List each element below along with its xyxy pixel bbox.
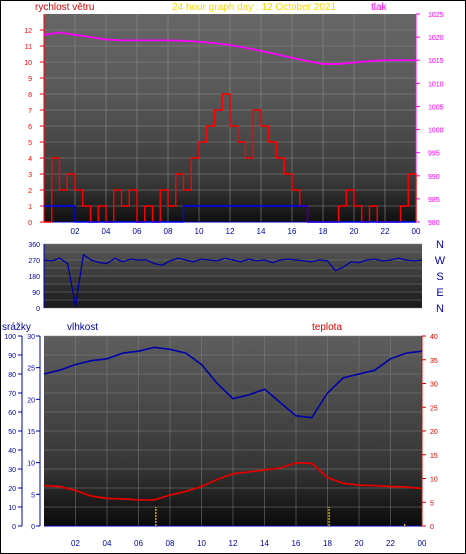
y-tick-label: 7 xyxy=(28,108,32,115)
x-tick-label: 04 xyxy=(103,539,112,548)
y-tick-label: 980 xyxy=(428,220,440,227)
y-tick-label: 25 xyxy=(430,405,438,412)
y-tick-label: 9 xyxy=(28,76,32,83)
y-tick-label: 1015 xyxy=(428,58,444,65)
y-tick-label: 100 xyxy=(4,334,16,341)
y-tick-label: 1025 xyxy=(428,12,444,19)
y-tick-label: 80 xyxy=(8,372,16,379)
y-tick-label: 20 xyxy=(27,397,35,404)
x-tick-label: 06 xyxy=(133,227,142,236)
axes: 0123456789101112980985990995100010051010… xyxy=(4,12,445,548)
series xyxy=(43,31,423,526)
x-tick-label: 02 xyxy=(71,227,80,236)
y-tick-label: 10 xyxy=(27,461,35,468)
x-tick-label: 18 xyxy=(319,227,328,236)
y-tick-label: 5 xyxy=(430,500,434,507)
y-tick-label: 6 xyxy=(28,124,32,131)
y-tick-label: 8 xyxy=(28,92,32,99)
y-tick-label: 995 xyxy=(428,151,440,158)
compass-label: N xyxy=(436,239,444,251)
x-tick-label: 08 xyxy=(166,539,175,548)
y-tick-label: 1020 xyxy=(428,35,444,42)
y-tick-label: 90 xyxy=(32,290,40,297)
x-tick-label: 06 xyxy=(134,539,143,548)
y-tick-label: 0 xyxy=(28,220,32,227)
x-tick-label: 20 xyxy=(355,539,364,548)
y-tick-label: 0 xyxy=(430,524,434,531)
x-tick-label: 22 xyxy=(381,227,390,236)
compass-label: S xyxy=(436,271,443,283)
x-tick-label: 12 xyxy=(226,227,235,236)
x-tick-label: 00 xyxy=(418,539,427,548)
y-tick-label: 20 xyxy=(8,486,16,493)
y-tick-label: 40 xyxy=(8,448,16,455)
y-tick-label: 30 xyxy=(430,382,438,389)
y-tick-label: 30 xyxy=(27,334,35,341)
y-tick-label: 12 xyxy=(24,28,32,35)
y-tick-label: 270 xyxy=(28,258,40,265)
y-tick-label: 3 xyxy=(28,172,32,179)
humidity-line xyxy=(43,346,423,419)
y-tick-label: 50 xyxy=(8,429,16,436)
y-tick-label: 90 xyxy=(8,353,16,360)
x-tick-label: 16 xyxy=(288,227,297,236)
y-tick-label: 990 xyxy=(428,174,440,181)
x-tick-label: 12 xyxy=(229,539,238,548)
y-tick-label: 1010 xyxy=(428,81,444,88)
y-tick-label: 0 xyxy=(12,524,16,531)
y-tick-label: 60 xyxy=(8,410,16,417)
wind-speed-label: rychlost větru xyxy=(35,2,94,13)
y-tick-label: 0 xyxy=(36,306,40,313)
x-tick-label: 08 xyxy=(164,227,173,236)
wind-direction-line xyxy=(43,253,423,307)
y-tick-label: 15 xyxy=(27,429,35,436)
y-tick-label: 180 xyxy=(28,274,40,281)
x-tick-label: 10 xyxy=(195,227,204,236)
x-tick-label: 14 xyxy=(260,539,269,548)
y-tick-label: 10 xyxy=(430,477,438,484)
x-tick-label: 14 xyxy=(257,227,266,236)
x-tick-label: 00 xyxy=(412,227,421,236)
pressure-line xyxy=(43,31,416,65)
y-tick-label: 0 xyxy=(31,524,35,531)
compass-label: W xyxy=(435,255,446,267)
x-tick-label: 18 xyxy=(323,539,332,548)
y-tick-label: 11 xyxy=(25,44,32,51)
y-tick-label: 5 xyxy=(28,140,32,147)
y-tick-label: 40 xyxy=(430,334,438,341)
y-tick-label: 360 xyxy=(28,242,40,249)
wind-average-line xyxy=(44,205,416,223)
y-tick-label: 30 xyxy=(8,467,16,474)
temperature-line xyxy=(43,461,423,501)
y-tick-label: 20 xyxy=(430,429,438,436)
temperature-label: teplota xyxy=(312,322,342,333)
y-tick-label: 5 xyxy=(31,492,35,499)
y-tick-label: 1000 xyxy=(428,128,444,135)
y-tick-label: 4 xyxy=(28,156,32,163)
y-tick-label: 25 xyxy=(27,366,35,373)
wind-speed-line xyxy=(44,93,417,223)
chart-title: 24 hour graph day : 12 October 2021 xyxy=(172,2,336,13)
y-tick-label: 70 xyxy=(8,391,16,398)
x-tick-label: 20 xyxy=(350,227,359,236)
y-tick-label: 2 xyxy=(28,188,32,195)
humidity-label: vlhkost xyxy=(67,322,98,333)
rain-label: srážky xyxy=(2,322,31,333)
y-tick-label: 1005 xyxy=(428,104,444,111)
x-tick-label: 04 xyxy=(102,227,111,236)
x-tick-label: 22 xyxy=(386,539,395,548)
y-tick-label: 985 xyxy=(428,197,440,204)
y-tick-label: 1 xyxy=(28,204,32,211)
y-tick-label: 35 xyxy=(430,358,438,365)
x-tick-label: 02 xyxy=(71,539,80,548)
y-tick-label: 10 xyxy=(8,505,16,512)
pressure-label: tlak xyxy=(371,2,388,13)
x-tick-label: 10 xyxy=(197,539,206,548)
y-tick-label: 10 xyxy=(24,60,32,67)
compass-label: E xyxy=(436,287,443,299)
y-tick-label: 15 xyxy=(430,453,438,460)
compass-label: N xyxy=(436,303,444,315)
x-tick-label: 16 xyxy=(292,539,301,548)
